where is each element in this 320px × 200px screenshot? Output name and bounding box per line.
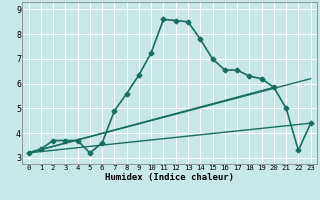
X-axis label: Humidex (Indice chaleur): Humidex (Indice chaleur) bbox=[105, 173, 234, 182]
